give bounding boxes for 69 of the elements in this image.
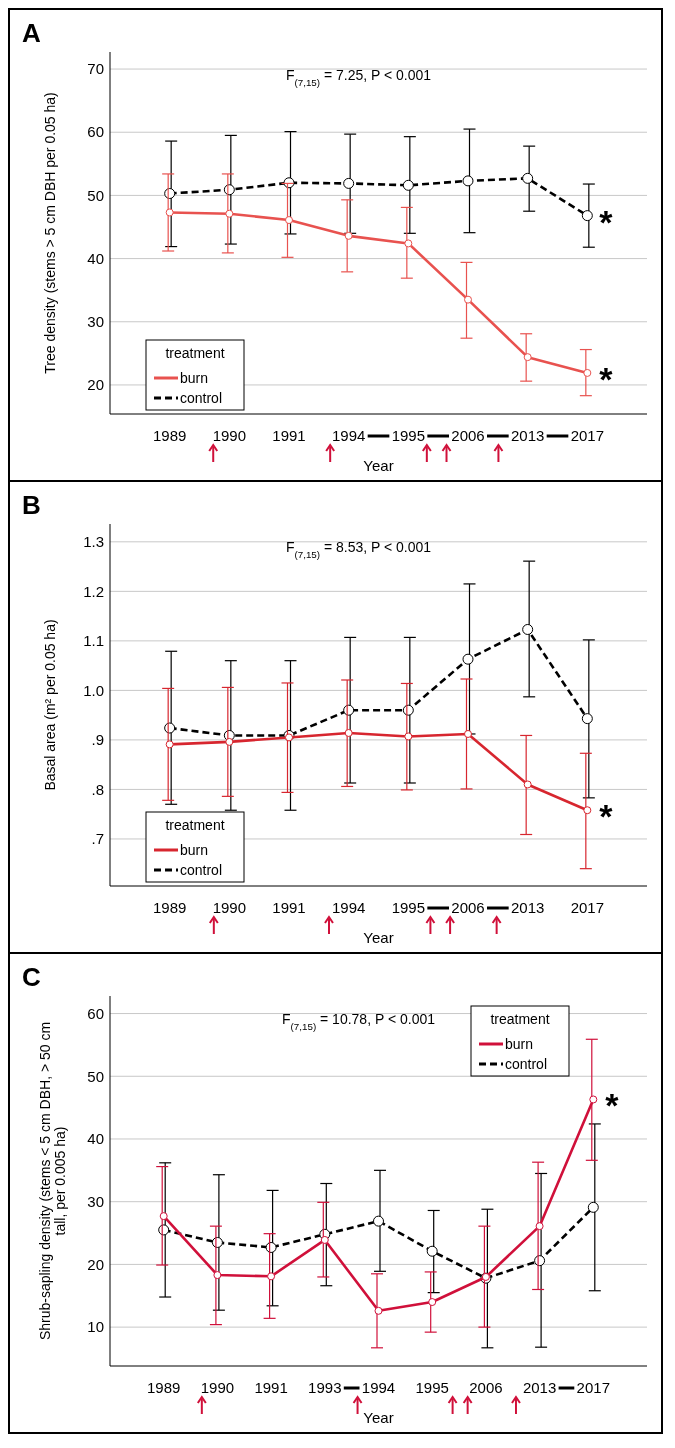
x-tick-label: 2013	[510, 899, 545, 917]
legend-label: control	[505, 1055, 548, 1072]
x-tick-label: 2006	[469, 1379, 503, 1397]
legend-label: burn	[505, 1035, 534, 1052]
x-tick-label: 1989	[152, 899, 187, 917]
y-tick-label: 70	[87, 60, 104, 78]
y-tick-label: .8	[91, 780, 104, 798]
x-tick-label: 1991	[272, 427, 306, 445]
x-axis-title: Year	[363, 929, 394, 946]
x-tick-label: 2017	[576, 1379, 610, 1397]
y-tick-label: .9	[91, 731, 104, 749]
chart-title: A	[22, 18, 41, 48]
x-tick-label: 1995	[391, 427, 426, 445]
x-tick-label: 1990	[212, 899, 247, 917]
y-axis-title: Basal area (m² per 0.05 ha)	[42, 619, 58, 791]
annotation: *	[599, 202, 614, 241]
x-tick-label: 1995	[415, 1379, 449, 1397]
y-tick-label: 40	[87, 1130, 104, 1148]
y-tick-label: 10	[87, 1318, 104, 1336]
legend-label: control	[180, 861, 223, 878]
y-tick-label: 40	[87, 249, 104, 267]
x-tick-label: 1990	[212, 427, 247, 445]
annotation: *	[605, 1086, 620, 1125]
x-tick-label: 1991	[254, 1379, 288, 1397]
y-axis-title: Tree density (stems > 5 cm DBH per 0.05 ha)	[42, 92, 58, 374]
x-tick-label: 1990	[200, 1379, 235, 1397]
legend-label: control	[180, 389, 223, 406]
y-tick-label: 60	[87, 1004, 104, 1022]
y-tick-label: 60	[87, 123, 104, 141]
y-tick-label: 20	[87, 1255, 104, 1273]
legend-label: burn	[180, 841, 209, 858]
chart-title: B	[22, 490, 41, 520]
x-tick-label: 1989	[147, 1379, 181, 1397]
y-axis-title: Shrub-sapling density (stems < 5 cm DBH, > 50 cm tall, per 0.005 ha)	[37, 1021, 69, 1341]
x-tick-label: 1995	[391, 899, 426, 917]
x-tick-label: 2006	[451, 427, 485, 445]
y-tick-label: 1.0	[83, 681, 104, 699]
annotation: *	[599, 359, 614, 398]
legend-title: treatment	[490, 1011, 550, 1027]
x-axis-title: Year	[363, 1409, 394, 1426]
x-tick-label: 1994	[331, 427, 366, 445]
legend-title: treatment	[165, 345, 225, 361]
x-tick-label: 2013	[510, 427, 545, 445]
y-tick-label: 1.2	[83, 582, 104, 600]
legend-label: burn	[180, 369, 209, 386]
x-axis-title: Year	[363, 457, 394, 474]
annotation: F$_{(7,15)}$ = 8.53, P < 0.001	[285, 539, 432, 560]
y-tick-label: 50	[87, 186, 104, 204]
annotation: F$_{(7,15)}$ = 10.78, P < 0.001	[282, 1011, 436, 1032]
chart-title: C	[22, 962, 41, 992]
y-tick-label: 50	[87, 1067, 104, 1085]
y-tick-label: 30	[87, 313, 104, 331]
y-tick-label: 30	[87, 1192, 104, 1210]
annotation: *	[599, 797, 614, 836]
x-tick-label: 2017	[570, 899, 605, 917]
x-tick-label: 1994	[331, 899, 366, 917]
x-tick-label: 1994	[361, 1379, 396, 1397]
y-tick-label: 1.3	[83, 533, 104, 551]
legend-title: treatment	[165, 817, 225, 833]
x-tick-label: 2013	[522, 1379, 557, 1397]
y-tick-label: 1.1	[83, 632, 104, 650]
y-tick-label: 20	[87, 376, 104, 394]
x-tick-label: 2006	[451, 899, 485, 917]
x-tick-label: 2017	[570, 427, 605, 445]
x-tick-label: 1993	[308, 1379, 342, 1397]
y-tick-label: .7	[91, 830, 104, 848]
x-tick-label: 1989	[152, 427, 187, 445]
x-tick-label: 1991	[272, 899, 306, 917]
annotation: F$_{(7,15)}$ = 7.25, P < 0.001	[285, 67, 432, 88]
